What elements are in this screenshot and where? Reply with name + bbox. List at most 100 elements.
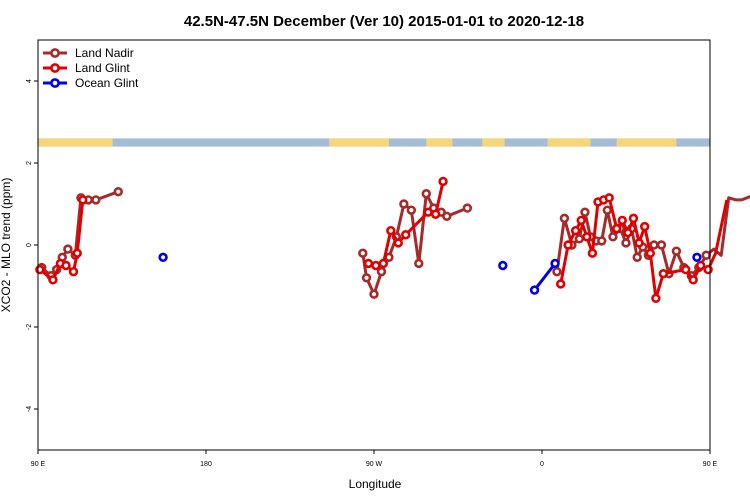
- data-point: [369, 289, 379, 299]
- data-point: [363, 258, 374, 269]
- data-point: [604, 193, 614, 203]
- x-tick-label: 180: [200, 461, 212, 468]
- data-point: [63, 244, 73, 254]
- data-point: [78, 195, 88, 205]
- data-point: [91, 195, 101, 205]
- data-point: [621, 238, 631, 248]
- y-tick-label: 2: [26, 161, 33, 165]
- data-point: [692, 252, 702, 262]
- data-point: [555, 279, 566, 289]
- land-ocean-strip: [38, 138, 710, 147]
- data-point: [658, 269, 669, 279]
- data-point: [695, 260, 706, 271]
- data-point: [651, 293, 661, 303]
- x-tick-label: 0: [540, 461, 544, 468]
- legend-marker: [50, 78, 60, 88]
- data-point: [623, 228, 633, 238]
- data-point: [634, 238, 644, 248]
- data-point: [361, 273, 372, 283]
- data-point: [580, 207, 590, 217]
- data-point: [423, 207, 433, 217]
- legend-label: Land Glint: [75, 61, 130, 75]
- data-point: [68, 266, 79, 277]
- data-point: [158, 252, 168, 262]
- data-point: [656, 240, 667, 250]
- data-point: [401, 230, 411, 240]
- data-point: [552, 266, 562, 277]
- axes: 90 E 180 90 W 0 90 E 4 2 0 -2 -4: [26, 79, 718, 468]
- data-point: [701, 250, 711, 260]
- data-point: [72, 248, 82, 258]
- data-point: [376, 266, 387, 277]
- data-point: [371, 260, 381, 271]
- data-point: [617, 215, 627, 226]
- land-band: [616, 138, 677, 147]
- x-axis-label: Longitude: [349, 477, 402, 491]
- land-band: [426, 138, 453, 147]
- data-point: [399, 199, 409, 209]
- data-point: [386, 225, 396, 236]
- data-point: [462, 203, 473, 213]
- legend-marker: [50, 48, 60, 58]
- legend-marker: [50, 63, 60, 73]
- data-point: [611, 223, 622, 234]
- data-point: [570, 225, 581, 236]
- data-point: [597, 236, 607, 246]
- land-band: [547, 138, 591, 147]
- legend-label: Land Nadir: [75, 46, 134, 60]
- chart-title: 42.5N-47.5N December (Ver 10) 2015-01-01…: [184, 13, 584, 30]
- x-tick-label: 90 E: [703, 461, 718, 468]
- data-point: [688, 275, 698, 285]
- data-point: [582, 232, 592, 242]
- data-point: [681, 264, 691, 275]
- data-point: [645, 248, 655, 258]
- data-point: [649, 240, 659, 250]
- data-point: [529, 285, 540, 295]
- series-layer: [35, 176, 750, 303]
- data-point: [632, 252, 642, 262]
- legend-label: Ocean Glint: [75, 76, 139, 90]
- legend-item: Land Glint: [43, 61, 130, 75]
- data-point: [628, 213, 639, 224]
- x-tick-label: 90 E: [31, 461, 46, 468]
- data-point: [61, 260, 71, 271]
- data-point: [576, 215, 586, 226]
- data-point: [442, 211, 452, 222]
- data-point: [378, 258, 389, 269]
- land-band: [38, 138, 113, 147]
- data-point: [608, 232, 618, 242]
- data-point: [559, 213, 570, 224]
- data-point: [430, 209, 441, 219]
- y-axis-label: XCO2 - MLO trend (ppm): [0, 178, 13, 313]
- data-point: [639, 221, 650, 232]
- series-ocean-glint: [158, 252, 702, 295]
- legend-item: Land Nadir: [43, 46, 134, 60]
- data-point: [703, 264, 713, 275]
- land-band: [482, 138, 505, 147]
- data-point: [48, 275, 58, 285]
- data-point: [550, 258, 560, 269]
- data-point: [113, 187, 123, 197]
- y-tick-label: -2: [26, 324, 33, 330]
- data-point: [421, 189, 431, 199]
- y-tick-label: -4: [26, 406, 33, 412]
- data-point: [358, 248, 368, 258]
- data-point: [563, 240, 573, 250]
- legend-item: Ocean Glint: [43, 76, 139, 90]
- data-point: [498, 260, 508, 271]
- data-point: [35, 264, 45, 275]
- data-point: [406, 205, 417, 215]
- y-tick-label: 0: [26, 243, 33, 247]
- series-line: [533, 262, 557, 292]
- data-point: [602, 205, 613, 215]
- series-land-glint: [35, 176, 729, 303]
- y-tick-label: 4: [26, 79, 33, 83]
- data-point: [587, 248, 598, 258]
- land-band: [329, 138, 389, 147]
- data-point: [414, 258, 424, 269]
- data-point: [671, 246, 682, 256]
- data-point: [438, 176, 448, 187]
